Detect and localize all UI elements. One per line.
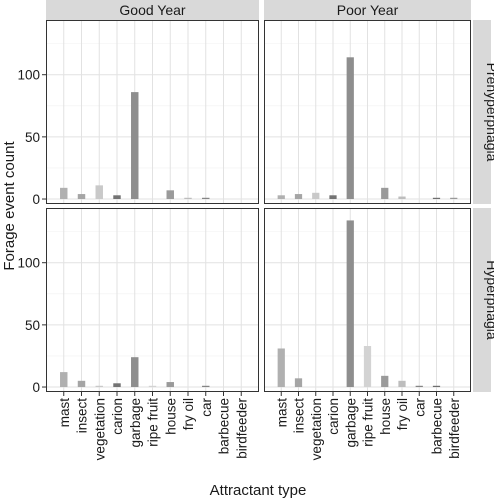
x-tick-label-mast: mast xyxy=(57,398,72,428)
panel-border-hyperphagia-good-year xyxy=(46,208,259,392)
bar-hyperphagia-good-year-car xyxy=(202,385,210,388)
x-tick-label-fry-oil: fry oil xyxy=(181,398,196,430)
bar-prehyperphagia-poor-year-mast xyxy=(277,195,285,200)
bar-prehyperphagia-good-year-house xyxy=(166,190,174,200)
facet-label-hyperphagia: Hyperphagia xyxy=(484,260,494,340)
bar-prehyperphagia-poor-year-vegetation xyxy=(312,192,320,200)
bar-hyperphagia-poor-year-mast xyxy=(277,348,285,388)
bar-prehyperphagia-good-year-vegetation xyxy=(95,185,103,200)
x-tick-label-vegetation: vegetation xyxy=(92,398,107,460)
bar-prehyperphagia-poor-year-fry-oil xyxy=(398,196,406,200)
facet-label-good-year: Good Year xyxy=(119,2,186,18)
bar-hyperphagia-good-year-vegetation xyxy=(95,385,103,388)
facet-label-poor-year: Poor Year xyxy=(337,2,399,18)
panel-border-hyperphagia-poor-year xyxy=(264,208,471,392)
x-tick-label-insect: insect xyxy=(75,398,90,434)
x-tick-label-barbecue: barbecue xyxy=(430,398,445,454)
y-tick-label: 50 xyxy=(25,318,40,333)
bar-hyperphagia-poor-year-fry-oil xyxy=(398,380,406,388)
bar-prehyperphagia-good-year-insect xyxy=(77,194,86,200)
x-tick-label-car: car xyxy=(412,398,427,417)
x-tick-label-vegetation: vegetation xyxy=(309,398,324,460)
x-tick-label-garbage: garbage xyxy=(343,398,358,448)
bar-hyperphagia-poor-year-car xyxy=(415,385,423,388)
y-axis-title: Forage event count xyxy=(1,141,18,271)
bar-hyperphagia-good-year-insect xyxy=(77,380,86,388)
x-tick-label-ripe-fruit: ripe fruit xyxy=(146,398,161,447)
facet-strip-prehyperphagia xyxy=(473,20,491,204)
y-tick-label: 100 xyxy=(17,68,40,83)
bar-hyperphagia-poor-year-ripe-fruit xyxy=(363,346,372,388)
bar-prehyperphagia-good-year-garbage xyxy=(131,92,139,200)
bar-hyperphagia-good-year-mast xyxy=(60,372,68,388)
y-tick-label: 0 xyxy=(32,192,40,207)
y-tick-label: 100 xyxy=(17,256,40,271)
x-tick-label-ripe-fruit: ripe fruit xyxy=(361,398,376,447)
bar-hyperphagia-poor-year-house xyxy=(381,375,389,388)
bar-hyperphagia-good-year-carion xyxy=(113,383,121,388)
bar-prehyperphagia-good-year-mast xyxy=(60,187,68,200)
x-tick-label-barbecue: barbecue xyxy=(217,398,232,454)
x-tick-label-garbage: garbage xyxy=(128,398,143,448)
panel-border-prehyperphagia-good-year xyxy=(46,20,259,204)
panel-border-prehyperphagia-poor-year xyxy=(264,20,471,204)
x-tick-label-fry-oil: fry oil xyxy=(395,398,410,430)
bar-hyperphagia-good-year-house xyxy=(166,382,174,388)
x-tick-label-insect: insect xyxy=(292,398,307,434)
bar-hyperphagia-poor-year-garbage xyxy=(346,220,354,388)
bar-prehyperphagia-poor-year-carion xyxy=(329,195,337,200)
bar-prehyperphagia-poor-year-birdfeeder xyxy=(450,197,458,200)
facet-label-prehyperphagia: Prehyperphagia xyxy=(484,63,494,162)
x-tick-label-mast: mast xyxy=(274,398,289,428)
x-axis-title: Attractant type xyxy=(210,482,307,499)
bar-hyperphagia-good-year-garbage xyxy=(131,357,139,388)
x-tick-label-carion: carion xyxy=(326,398,341,435)
x-tick-label-birdfeeder: birdfeeder xyxy=(234,398,249,459)
facet-strip-good-year xyxy=(46,0,259,20)
bar-prehyperphagia-good-year-fry-oil xyxy=(184,197,192,200)
y-tick-label: 0 xyxy=(32,380,40,395)
bar-prehyperphagia-poor-year-barbecue xyxy=(432,197,441,200)
x-tick-label-carion: carion xyxy=(110,398,125,435)
bar-hyperphagia-poor-year-barbecue xyxy=(432,385,441,388)
x-tick-label-car: car xyxy=(199,398,214,417)
bar-hyperphagia-good-year-ripe-fruit xyxy=(148,385,157,388)
bar-prehyperphagia-good-year-carion xyxy=(113,195,121,200)
x-tick-label-birdfeeder: birdfeeder xyxy=(447,398,462,459)
facet-strip-hyperphagia xyxy=(473,208,491,392)
bar-prehyperphagia-poor-year-garbage xyxy=(346,57,354,200)
bar-prehyperphagia-poor-year-insect xyxy=(294,194,303,200)
bar-prehyperphagia-good-year-car xyxy=(202,197,210,200)
x-tick-label-house: house xyxy=(163,398,178,435)
facet-strip-poor-year xyxy=(264,0,471,20)
bar-prehyperphagia-poor-year-house xyxy=(381,187,389,200)
x-tick-label-house: house xyxy=(378,398,393,435)
y-tick-label: 50 xyxy=(25,130,40,145)
bar-hyperphagia-poor-year-insect xyxy=(294,378,303,388)
